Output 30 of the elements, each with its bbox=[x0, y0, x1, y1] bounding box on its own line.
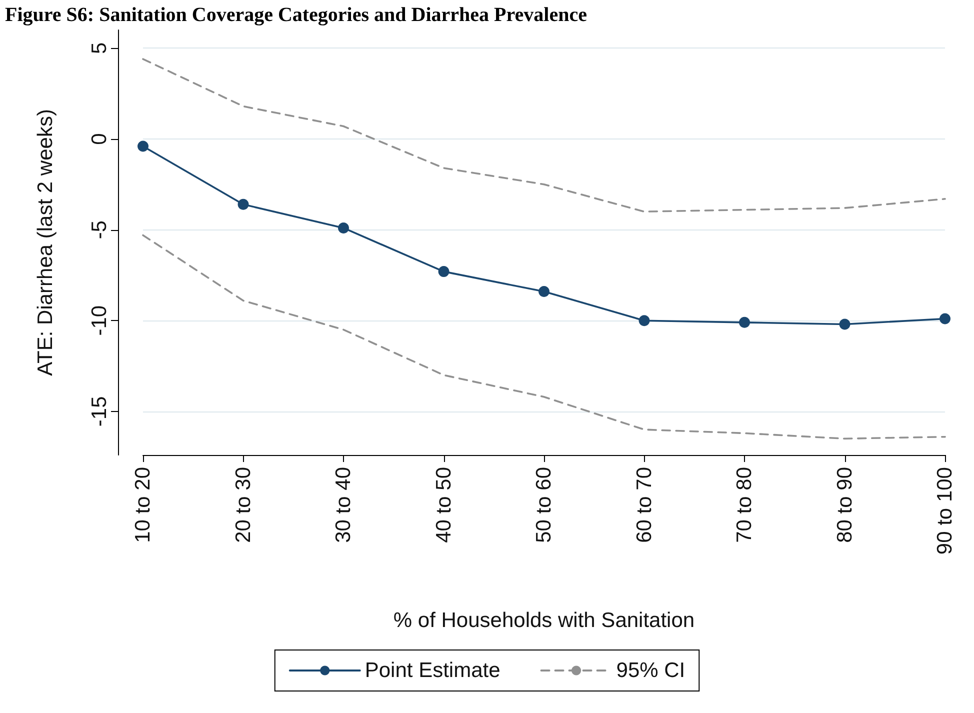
point bbox=[839, 318, 850, 330]
point bbox=[538, 286, 550, 298]
x-tick-label: 40 to 50 bbox=[432, 467, 456, 543]
point bbox=[739, 316, 750, 328]
chart-title: Figure S6: Sanitation Coverage Categories and Diarrhea Prevalence bbox=[5, 4, 588, 26]
point bbox=[238, 198, 249, 210]
x-tick-label: 20 to 30 bbox=[232, 467, 255, 543]
line-series bbox=[142, 58, 946, 213]
line-series bbox=[142, 234, 946, 440]
x-tick-label: 30 to 40 bbox=[332, 467, 355, 543]
x-tick-label: 60 to 70 bbox=[632, 467, 656, 543]
x-axis-title: % of Households with Sanitation bbox=[393, 609, 695, 632]
y-axis-title: ATE: Diarrhea (last 2 weeks) bbox=[34, 109, 57, 376]
point bbox=[138, 140, 148, 152]
y-tick-label: -15 bbox=[88, 396, 111, 427]
point bbox=[438, 266, 450, 278]
x-tick-label: 80 to 90 bbox=[833, 467, 856, 543]
legend-label: Point Estimate bbox=[364, 659, 500, 682]
legend-label: 95% CI bbox=[616, 659, 686, 682]
y-tick-label: -5 bbox=[88, 220, 111, 240]
x-tick-label: 90 to 100 bbox=[934, 467, 956, 555]
point bbox=[940, 313, 950, 324]
y-tick-label: -10 bbox=[88, 305, 111, 336]
point bbox=[638, 315, 650, 326]
y-tick-label: 5 bbox=[88, 42, 111, 54]
x-tick-label: 70 to 80 bbox=[733, 467, 756, 543]
point bbox=[338, 222, 349, 234]
x-tick-label: 10 to 20 bbox=[132, 467, 154, 543]
x-tick-label: 50 to 60 bbox=[532, 467, 556, 543]
y-tick-label: 0 bbox=[88, 133, 111, 145]
